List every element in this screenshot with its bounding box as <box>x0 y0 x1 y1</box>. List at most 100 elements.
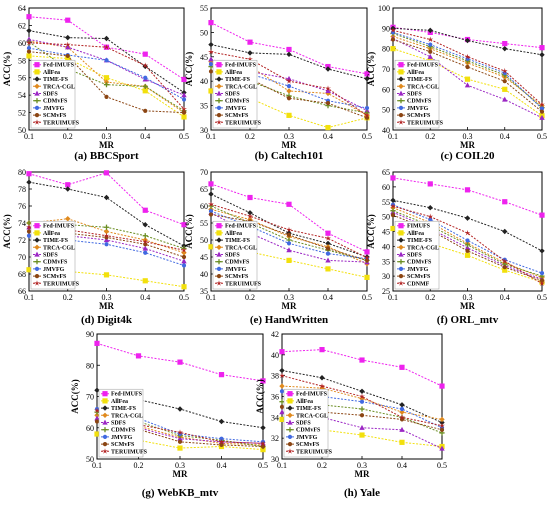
data-point <box>539 271 545 276</box>
data-point <box>219 436 224 441</box>
data-point <box>501 67 508 74</box>
data-point <box>142 51 148 57</box>
series-teruimufs <box>390 27 545 108</box>
data-point <box>181 97 187 102</box>
data-point <box>399 439 405 445</box>
y-tick-label: 50 <box>200 28 208 37</box>
data-point <box>539 106 545 111</box>
legend-label: TRCA-CGL <box>111 413 143 419</box>
data-point <box>65 17 71 23</box>
legend-label: TIME-FS <box>43 238 69 244</box>
y-tick-label: 50 <box>86 455 94 464</box>
legend-marker <box>216 259 222 265</box>
data-point <box>502 79 507 84</box>
data-point <box>177 429 183 435</box>
y-tick-label: 70 <box>382 65 390 74</box>
data-point <box>177 431 183 437</box>
legend-marker <box>34 98 40 104</box>
data-point <box>359 357 365 363</box>
legend-label: TIME-FS <box>407 77 433 83</box>
data-point <box>94 407 100 414</box>
legend-marker <box>34 119 40 125</box>
chart-caption: (e) HandWritten <box>250 314 328 326</box>
data-point <box>26 39 32 46</box>
data-point <box>390 197 396 203</box>
data-point <box>143 250 148 255</box>
data-point <box>439 383 445 389</box>
y-axis-label: ACC(%) <box>70 379 80 414</box>
legend-marker <box>34 266 40 271</box>
data-point <box>390 27 396 33</box>
data-point <box>279 416 285 423</box>
data-point <box>177 439 183 444</box>
data-point <box>325 257 331 263</box>
data-point <box>390 203 396 209</box>
legend-marker <box>102 419 108 425</box>
y-tick-label: 35 <box>200 287 208 296</box>
x-axis-label: MR <box>355 469 370 479</box>
data-point <box>427 181 433 187</box>
legend-marker <box>287 427 293 433</box>
series-fed-imufs <box>94 340 266 384</box>
data-point <box>399 364 405 370</box>
legend-marker <box>216 244 222 250</box>
series-cdnmf <box>390 203 545 287</box>
legend-label: TIME-FS <box>407 238 433 244</box>
y-axis-label: ACC(%) <box>2 52 12 87</box>
x-tick-label: 0.5 <box>362 293 372 302</box>
series-line <box>28 38 185 96</box>
series-line <box>392 39 543 113</box>
y-tick-label: 90 <box>86 330 94 339</box>
data-point <box>104 235 109 240</box>
data-point <box>325 266 331 272</box>
legend-marker <box>216 83 222 89</box>
data-point <box>208 58 214 65</box>
legend-marker <box>216 280 222 286</box>
legend-marker <box>34 223 40 229</box>
y-tick-label: 55 <box>382 198 390 207</box>
y-tick-label: 60 <box>200 202 208 211</box>
legend-marker <box>102 398 108 404</box>
series-teruimufs <box>26 39 187 112</box>
data-point <box>208 201 214 207</box>
data-point <box>103 82 110 88</box>
data-point <box>325 240 331 247</box>
legend-label: TIME-FS <box>225 238 251 244</box>
x-tick-label: 0.1 <box>206 132 216 141</box>
series-time-fs <box>279 367 445 426</box>
data-point <box>325 251 331 256</box>
data-point <box>260 444 266 449</box>
y-tick-label: 60 <box>382 183 390 192</box>
x-tick-label: 0.1 <box>206 293 216 302</box>
y-axis-label: ACC(%) <box>184 52 194 87</box>
data-point <box>439 445 445 451</box>
legend-marker <box>34 90 40 96</box>
data-point <box>502 199 508 205</box>
legend-label: SDFS <box>43 92 58 98</box>
legend-label: SDFS <box>43 253 58 259</box>
data-point <box>502 45 508 52</box>
data-point <box>439 422 445 429</box>
y-tick-label: 50 <box>382 213 390 222</box>
legend-marker <box>216 98 222 104</box>
data-point <box>364 258 370 263</box>
x-tick-label: 0.5 <box>258 461 268 470</box>
data-point <box>465 64 470 70</box>
legend-marker <box>287 398 293 404</box>
legend-label: JMVFG <box>296 435 318 441</box>
y-tick-label: 72 <box>18 236 26 245</box>
data-point <box>208 48 214 55</box>
data-point <box>26 45 32 51</box>
legend-marker <box>398 230 404 236</box>
y-tick-label: 65 <box>200 185 208 194</box>
legend-marker <box>216 274 222 279</box>
y-tick-label: 30 <box>382 272 390 281</box>
data-point <box>103 228 110 235</box>
data-point <box>279 399 285 405</box>
x-tick-label: 0.4 <box>500 132 510 141</box>
chart-caption: (d) Digit4k <box>81 314 133 326</box>
data-point <box>103 194 110 201</box>
